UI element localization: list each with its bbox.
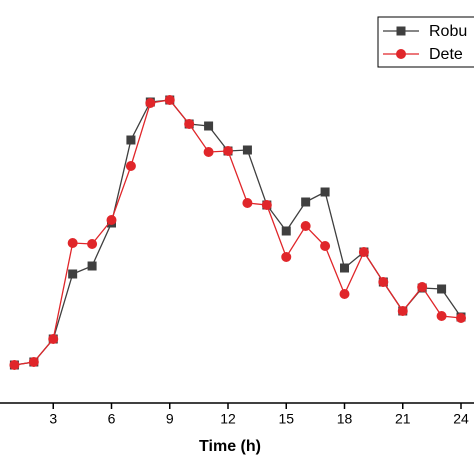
x-tick-label: 6 (108, 411, 116, 427)
series-line (14, 99, 462, 366)
marker (281, 252, 292, 262)
x-tick-label: 18 (337, 411, 353, 427)
legend-marker (396, 49, 406, 59)
legend-label: Robu (429, 23, 467, 40)
x-tick-label: 9 (166, 411, 174, 427)
marker (436, 311, 447, 321)
series-line (14, 99, 462, 366)
legend-label: Dete (429, 46, 463, 63)
marker (242, 145, 252, 155)
marker (125, 161, 136, 171)
marker (145, 98, 156, 108)
marker (87, 261, 97, 271)
marker (397, 306, 408, 316)
marker (242, 198, 253, 208)
legend-box (377, 16, 474, 68)
marker (106, 215, 117, 225)
marker (223, 146, 233, 156)
x-tick-label: 12 (220, 411, 236, 427)
marker (126, 135, 136, 145)
marker (320, 187, 330, 197)
marker (300, 221, 311, 231)
marker (378, 277, 389, 287)
marker (358, 247, 369, 257)
x-tick-label: 21 (395, 411, 411, 427)
marker (67, 238, 78, 248)
marker (87, 239, 98, 249)
marker (184, 119, 195, 129)
x-axis-label: Time (h) (199, 438, 261, 455)
marker (164, 95, 175, 105)
x-tick-label: 3 (49, 411, 57, 427)
marker (417, 282, 428, 292)
marker (281, 226, 291, 236)
marker (9, 360, 20, 370)
marker (48, 334, 59, 344)
marker (204, 121, 214, 131)
marker (28, 357, 39, 367)
marker (339, 289, 350, 299)
marker (301, 197, 311, 207)
marker (68, 269, 78, 279)
marker (203, 147, 214, 157)
marker (261, 200, 272, 210)
marker (340, 263, 349, 273)
marker (320, 241, 331, 251)
marker (437, 284, 447, 294)
x-tick-label: 24 (453, 411, 469, 427)
legend-marker (396, 26, 406, 36)
x-tick-label: 15 (278, 411, 294, 427)
marker (456, 313, 466, 323)
